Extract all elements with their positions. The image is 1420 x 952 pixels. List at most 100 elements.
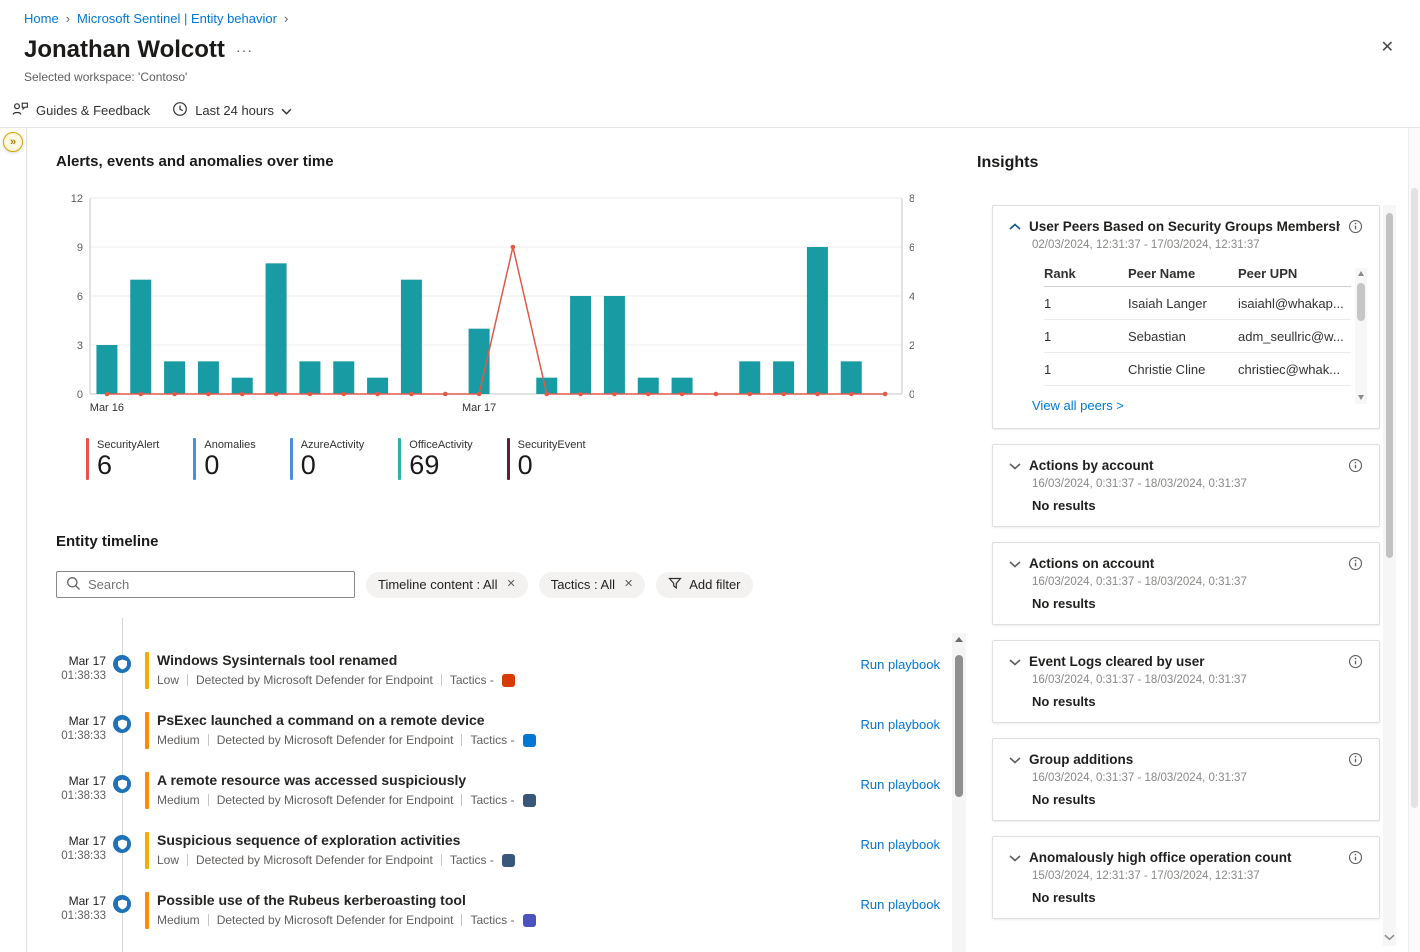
chevron-up-icon[interactable] (1009, 222, 1021, 231)
scrollbar-thumb[interactable] (1357, 283, 1365, 321)
timeline-item[interactable]: Mar 17 01:38:33 Possible use of the Rube… (56, 892, 946, 948)
breadcrumb-home-link[interactable]: Home (24, 11, 59, 26)
tactics-icon (522, 913, 536, 927)
run-playbook-link[interactable]: Run playbook (860, 777, 941, 792)
peer-name: Christie Cline (1128, 361, 1206, 377)
timeline-item-title[interactable]: A remote resource was accessed suspiciou… (157, 772, 467, 788)
timeline-item[interactable]: Mar 17 01:38:33 Windows Sysinternals too… (56, 652, 946, 708)
close-icon[interactable]: ✕ (1380, 39, 1394, 56)
more-options-button[interactable]: ··· (236, 42, 253, 58)
scrollbar-thumb[interactable] (955, 655, 963, 797)
scrollbar-thumb[interactable] (1411, 188, 1418, 808)
peer-rank: 1 (1044, 328, 1052, 344)
filter-pill-tactics[interactable]: Tactics : All ✕ (538, 571, 646, 598)
timeline-item-date: Mar 17 01:38:33 (61, 774, 106, 802)
peer-upn: christiec@whak... (1238, 361, 1341, 377)
table-row[interactable]: 1 Isaiah Langer isaiahl@whakap... (1044, 287, 1351, 320)
dismiss-filter-icon[interactable]: ✕ (623, 578, 634, 590)
svg-text:9: 9 (77, 242, 83, 254)
chevron-down-icon[interactable] (1009, 853, 1021, 862)
legend-item-azureactivity: AzureActivity 0 (289, 438, 365, 480)
entity-timeline-title: Entity timeline (56, 533, 159, 550)
info-icon[interactable] (1348, 654, 1363, 669)
scroll-up-icon[interactable] (955, 637, 963, 642)
timeline-scrollbar[interactable] (952, 633, 966, 952)
svg-text:3: 3 (77, 340, 83, 352)
svg-text:2: 2 (909, 340, 914, 352)
timeline-item-date: Mar 17 01:38:33 (61, 714, 106, 742)
timeline-item-date: Mar 17 01:38:33 (61, 834, 106, 862)
chevron-down-icon[interactable] (1009, 657, 1021, 666)
run-playbook-link[interactable]: Run playbook (860, 657, 941, 672)
tactics-label: Tactics - (449, 853, 494, 867)
detected-by-label: Detected by Microsoft Defender for Endpo… (216, 793, 454, 807)
peer-rank: 1 (1044, 361, 1052, 377)
timeline-item-title[interactable]: Suspicious sequence of exploration activ… (157, 832, 461, 848)
run-playbook-link[interactable]: Run playbook (860, 717, 941, 732)
run-playbook-link[interactable]: Run playbook (860, 897, 941, 912)
severity-bar (145, 832, 149, 869)
svg-text:Mar 17: Mar 17 (462, 402, 496, 414)
chevron-down-icon[interactable] (1009, 755, 1021, 764)
svg-text:0: 0 (77, 389, 83, 401)
scroll-up-icon[interactable] (1358, 271, 1364, 276)
timeline-item-title[interactable]: Windows Sysinternals tool renamed (157, 652, 398, 668)
chevron-down-icon (281, 103, 292, 118)
info-icon[interactable] (1348, 752, 1363, 767)
timeline-item-title[interactable]: PsExec launched a command on a remote de… (157, 712, 485, 728)
info-icon[interactable] (1348, 556, 1363, 571)
view-all-peers-link[interactable]: View all peers > (1032, 398, 1124, 413)
tactics-label: Tactics - (470, 913, 515, 927)
insight-card-title: Actions by account (1029, 458, 1154, 473)
svg-text:12: 12 (71, 193, 83, 205)
breadcrumb-separator: › (283, 11, 289, 26)
timeline-item-title[interactable]: Possible use of the Rubeus kerberoasting… (157, 892, 466, 908)
info-icon[interactable] (1348, 850, 1363, 865)
insight-card-title: Actions on account (1029, 556, 1155, 571)
toolbar: Guides & Feedback Last 24 hours (12, 98, 292, 122)
legend-item-officeactivity: OfficeActivity 69 (398, 438, 473, 480)
svg-text:Mar 16: Mar 16 (90, 402, 124, 414)
chart-section-title: Alerts, events and anomalies over time (56, 153, 334, 170)
timeline-item[interactable]: Mar 17 01:38:33 PsExec launched a comman… (56, 712, 946, 768)
peers-table-scrollbar[interactable] (1355, 268, 1367, 404)
insights-scrollbar[interactable] (1383, 205, 1396, 946)
time-range-label: Last 24 hours (195, 102, 274, 118)
table-row[interactable]: 1 Sebastian adm_seullric@w... (1044, 320, 1351, 353)
time-range-dropdown[interactable]: Last 24 hours (172, 101, 292, 120)
search-input[interactable] (88, 577, 345, 592)
severity-label: Low (157, 853, 180, 867)
detected-by-label: Detected by Microsoft Defender for Endpo… (196, 673, 433, 687)
peer-name: Sebastian (1128, 328, 1186, 344)
chevron-down-icon[interactable] (1009, 559, 1021, 568)
peer-upn: adm_seullric@w... (1238, 328, 1344, 344)
meta-separator (187, 854, 189, 866)
chevron-down-icon[interactable] (1009, 461, 1021, 470)
scroll-down-icon[interactable] (1384, 929, 1395, 944)
scrollbar-thumb[interactable] (1386, 213, 1393, 558)
legend-item-securityevent: SecurityEvent 0 (506, 438, 586, 480)
page-scrollbar[interactable] (1408, 128, 1420, 952)
guides-feedback-button[interactable]: Guides & Feedback (12, 102, 150, 119)
run-playbook-link[interactable]: Run playbook (860, 837, 941, 852)
info-icon[interactable] (1348, 458, 1363, 473)
filter-pill-timeline-content[interactable]: Timeline content : All ✕ (366, 571, 528, 598)
legend-label: AzureActivity (300, 439, 365, 451)
clock-icon (172, 101, 188, 120)
severity-label: Medium (157, 793, 200, 807)
breadcrumb-entity-behavior-link[interactable]: Microsoft Sentinel | Entity behavior (77, 11, 277, 26)
info-icon[interactable] (1348, 219, 1363, 234)
meta-separator (207, 734, 209, 746)
add-filter-button[interactable]: Add filter (656, 571, 753, 598)
insight-date-range: 02/03/2024, 12:31:37 - 17/03/2024, 12:31… (1032, 239, 1260, 251)
detected-by-label: Detected by Microsoft Defender for Endpo… (216, 913, 454, 927)
insights-cards: User Peers Based on Security Groups Memb… (992, 205, 1380, 934)
expand-panel-icon[interactable]: » (3, 132, 23, 152)
timeline-item[interactable]: Mar 17 01:38:33 Suspicious sequence of e… (56, 832, 946, 888)
dismiss-filter-icon[interactable]: ✕ (506, 578, 516, 590)
alert-shield-icon (113, 715, 131, 733)
timeline-item[interactable]: Mar 17 01:38:33 A remote resource was ac… (56, 772, 946, 828)
meta-separator (207, 794, 209, 806)
table-row[interactable]: 1 Christie Cline christiec@whak... (1044, 353, 1351, 386)
scroll-down-icon[interactable] (1357, 395, 1364, 400)
